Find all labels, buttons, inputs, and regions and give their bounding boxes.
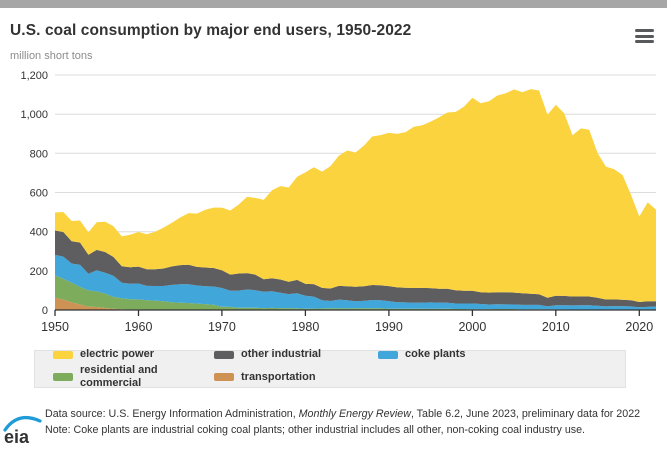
svg-text:400: 400 <box>30 227 48 239</box>
legend-item-coke-plants[interactable]: coke plants <box>378 348 625 361</box>
data-source-line: Data source: U.S. Energy Information Adm… <box>45 408 641 420</box>
page-title: U.S. coal consumption by major end users… <box>10 22 412 39</box>
svg-text:2000: 2000 <box>458 320 486 334</box>
legend-label-transportation: transportation <box>241 370 316 383</box>
stacked-area-chart[interactable]: 0 200 400 600 800 1,000 1,200 1950 1960 1970 1980 1… <box>0 68 667 340</box>
publication-name: Monthly Energy Review <box>298 408 411 420</box>
hamburger-bar <box>635 34 654 38</box>
svg-text:600: 600 <box>30 188 48 200</box>
legend-label-coke-plants: coke plants <box>405 348 466 360</box>
svg-text:eia: eia <box>4 427 30 447</box>
legend-item-transportation[interactable]: transportation <box>214 364 378 390</box>
legend-swatch-other-industrial <box>214 350 234 359</box>
svg-text:1970: 1970 <box>208 320 236 334</box>
top-gray-bar <box>0 0 667 8</box>
svg-text:2010: 2010 <box>542 320 570 334</box>
chart-svg: 0 200 400 600 800 1,000 1,200 1950 1960 1970 1980 1… <box>20 70 656 334</box>
legend-label-electric-power: electric power <box>80 348 154 360</box>
svg-text:800: 800 <box>30 148 48 160</box>
y-axis-units-label: million short tons <box>10 50 93 62</box>
legend-swatch-electric-power <box>53 350 73 359</box>
legend-swatch-coke-plants <box>378 350 398 359</box>
legend-swatch-residential-commercial <box>53 373 73 381</box>
chart-legend: electric power other industrial coke pla… <box>34 348 626 390</box>
svg-text:1,000: 1,000 <box>20 109 48 121</box>
hamburger-menu-icon[interactable] <box>635 29 654 44</box>
note-line: Note: Coke plants are industrial coking … <box>45 424 586 437</box>
hamburger-bar <box>635 29 654 32</box>
footer-text: Data source: U.S. Energy Information Adm… <box>45 406 645 438</box>
svg-text:2020: 2020 <box>625 320 653 334</box>
svg-text:200: 200 <box>30 266 48 278</box>
svg-text:0: 0 <box>42 305 48 317</box>
legend-item-residential-commercial[interactable]: residential and commercial <box>53 364 214 390</box>
svg-text:1980: 1980 <box>291 320 319 334</box>
legend-item-electric-power[interactable]: electric power <box>53 348 214 361</box>
legend-swatch-transportation <box>214 373 234 381</box>
legend-label-other-industrial: other industrial <box>241 348 322 360</box>
legend-item-other-industrial[interactable]: other industrial <box>214 348 378 361</box>
legend-label-residential-commercial: residential and commercial <box>80 364 158 389</box>
eia-logo: eia <box>3 415 42 447</box>
svg-text:1960: 1960 <box>125 320 153 334</box>
svg-text:1950: 1950 <box>41 320 69 334</box>
svg-text:1990: 1990 <box>375 320 403 334</box>
svg-text:1,200: 1,200 <box>20 70 48 82</box>
hamburger-bar <box>635 40 654 44</box>
footer: eia Data source: U.S. Energy Information… <box>0 400 667 447</box>
